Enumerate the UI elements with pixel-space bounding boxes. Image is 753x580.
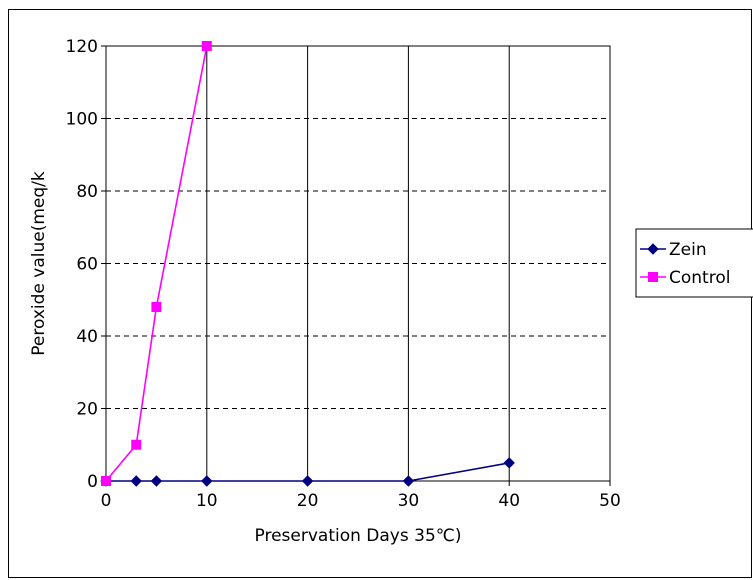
legend-label: Zein	[669, 240, 707, 260]
x-tick-label: 40	[498, 491, 520, 511]
y-axis-title: Peroxide value(meq/k	[29, 171, 49, 356]
y-tick-label: 120	[66, 37, 98, 57]
legend-label: Control	[669, 268, 730, 288]
y-tick-label: 20	[76, 400, 98, 420]
x-tick-label: 10	[196, 491, 218, 511]
series-control	[101, 41, 212, 486]
y-tick-label: 40	[76, 327, 98, 347]
legend-item-control: Control	[640, 268, 730, 288]
series	[100, 41, 515, 487]
grid	[106, 46, 611, 481]
x-tick-label: 30	[398, 491, 420, 511]
y-tick-label: 100	[66, 110, 98, 130]
data-point	[151, 302, 162, 312]
data-point	[201, 41, 212, 51]
data-point	[130, 475, 142, 487]
data-point	[402, 475, 415, 487]
data-point	[101, 476, 111, 486]
y-tick-label: 80	[76, 182, 98, 202]
legend: Zein Control	[635, 228, 753, 298]
data-point	[150, 475, 163, 487]
legend-marker	[647, 243, 659, 255]
axes: 0 20 40 60 80 100 120 0 10 20 30 40 50	[66, 37, 621, 511]
y-tick-label: 0	[87, 472, 98, 492]
line-chart: 0 20 40 60 80 100 120 0 10 20 30 40 50 Preservation …	[29, 37, 753, 546]
legend-marker	[648, 272, 658, 282]
x-tick-label: 0	[101, 491, 112, 511]
legend-box	[635, 228, 753, 298]
legend-item-zein: Zein	[640, 240, 707, 260]
data-point	[131, 439, 142, 450]
x-tick-label: 50	[599, 491, 621, 511]
y-tick-label: 60	[76, 255, 98, 275]
chart-container: 0 20 40 60 80 100 120 0 10 20 30 40 50 Preservation …	[8, 9, 753, 578]
data-point	[503, 457, 515, 469]
x-axis-title: Preservation Days 35℃)	[255, 526, 462, 546]
series-line	[105, 45, 208, 482]
data-point	[301, 475, 314, 487]
x-tick-label: 20	[297, 491, 319, 511]
data-point	[201, 475, 213, 487]
